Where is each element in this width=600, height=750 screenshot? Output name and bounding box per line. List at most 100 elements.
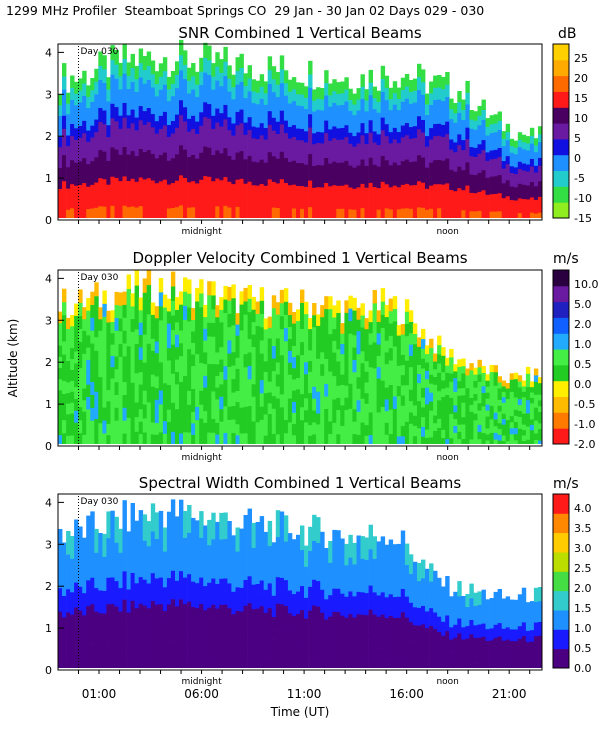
heatmap-cell [509, 652, 515, 659]
heatmap-cell [215, 206, 220, 221]
heatmap-cell [263, 589, 269, 602]
heatmap-cell [251, 559, 256, 573]
heatmap-cell [344, 196, 349, 209]
heatmap-cell [146, 431, 152, 447]
heatmap-cell [296, 602, 301, 615]
heatmap-cell [441, 388, 446, 397]
heatmap-cell [255, 620, 260, 634]
heatmap-cell [70, 195, 75, 209]
heatmap-cell [215, 150, 220, 165]
heatmap-cell [94, 68, 99, 82]
heatmap-cell [324, 421, 329, 434]
heatmap-cell [122, 343, 127, 357]
heatmap-cell [78, 562, 83, 575]
heatmap-cell [263, 647, 269, 659]
heatmap-cell [529, 612, 535, 619]
heatmap-cell [517, 428, 523, 435]
heatmap-cell [114, 163, 119, 178]
heatmap-cell [195, 393, 200, 407]
heatmap-cell [291, 172, 297, 185]
heatmap-cell [453, 151, 458, 162]
heatmap-cell [356, 132, 361, 144]
heatmap-cell [86, 175, 91, 187]
heatmap-cell [134, 582, 139, 596]
heatmap-cell [219, 322, 224, 335]
heatmap-cell [134, 607, 139, 621]
heatmap-cell [449, 357, 454, 366]
heatmap-cell [473, 406, 478, 414]
heatmap-cell [110, 88, 115, 104]
heatmap-cell [223, 176, 228, 192]
heatmap-cell [316, 336, 321, 348]
heatmap-cell [538, 635, 543, 643]
heatmap-cell [243, 553, 248, 568]
heatmap-cell [429, 383, 434, 393]
heatmap-cell [279, 151, 285, 166]
heatmap-cell [538, 157, 543, 166]
heatmap-cell [348, 121, 353, 133]
heatmap-cell [130, 306, 135, 320]
heatmap-cell [275, 576, 281, 591]
heatmap-cell [296, 366, 301, 378]
heatmap-cell [138, 523, 144, 538]
heatmap-cell [521, 628, 527, 637]
heatmap-cell [271, 606, 277, 618]
heatmap-cell [388, 604, 394, 616]
heatmap-cell [187, 207, 192, 221]
heatmap-cell [90, 524, 95, 539]
heatmap-cell [453, 391, 458, 399]
heatmap-cell [239, 192, 244, 207]
heatmap-cell [175, 322, 180, 335]
heatmap-cell [336, 530, 341, 543]
heatmap-cell [300, 609, 305, 623]
heatmap-cell [332, 79, 337, 92]
heatmap-cell [175, 408, 180, 422]
heatmap-cell [344, 649, 349, 660]
heatmap-cell [336, 576, 341, 589]
heatmap-cell [247, 181, 252, 195]
heatmap-cell [316, 606, 321, 620]
heatmap-cell [70, 591, 75, 604]
heatmap-cell [433, 620, 438, 630]
heatmap-cell [279, 341, 285, 356]
heatmap-cell [94, 623, 99, 636]
heatmap-cell [259, 171, 265, 184]
heatmap-cell [384, 638, 390, 650]
heatmap-cell [493, 123, 498, 133]
heatmap-cell [433, 645, 438, 654]
heatmap-cell [98, 121, 103, 137]
heatmap-cell [425, 114, 430, 126]
colorbar [553, 270, 569, 445]
heatmap-cell [525, 419, 531, 427]
heatmap-cell [263, 566, 269, 579]
heatmap-cell [199, 656, 204, 671]
heatmap-cell [513, 193, 519, 201]
heatmap-cell [538, 180, 543, 190]
heatmap-cell [86, 359, 91, 373]
heatmap-cell [417, 154, 422, 169]
heatmap-cell [114, 120, 119, 136]
heatmap-cell [324, 629, 329, 640]
heatmap-cell [158, 141, 164, 156]
heatmap-cell [336, 116, 341, 129]
heatmap-cell [533, 635, 539, 643]
heatmap-cell [425, 209, 430, 221]
heatmap-cell [538, 149, 543, 158]
heatmap-cell [505, 163, 511, 173]
colorbar-label: 2.5 [574, 562, 592, 575]
heatmap-cell [207, 632, 212, 646]
heatmap-cell [106, 136, 111, 149]
heatmap-cell [235, 423, 240, 436]
heatmap-cell [421, 348, 426, 359]
heatmap-cell [275, 183, 281, 196]
heatmap-cell [308, 435, 313, 447]
heatmap-cell [408, 196, 414, 209]
heatmap-cell [279, 137, 285, 152]
heatmap-cell [300, 367, 305, 382]
heatmap-cell [312, 122, 317, 134]
heatmap-cell [324, 383, 329, 397]
heatmap-cell [320, 99, 325, 111]
heatmap-cell [150, 558, 156, 574]
heatmap-cell [433, 147, 438, 161]
heatmap-cell [453, 132, 458, 143]
